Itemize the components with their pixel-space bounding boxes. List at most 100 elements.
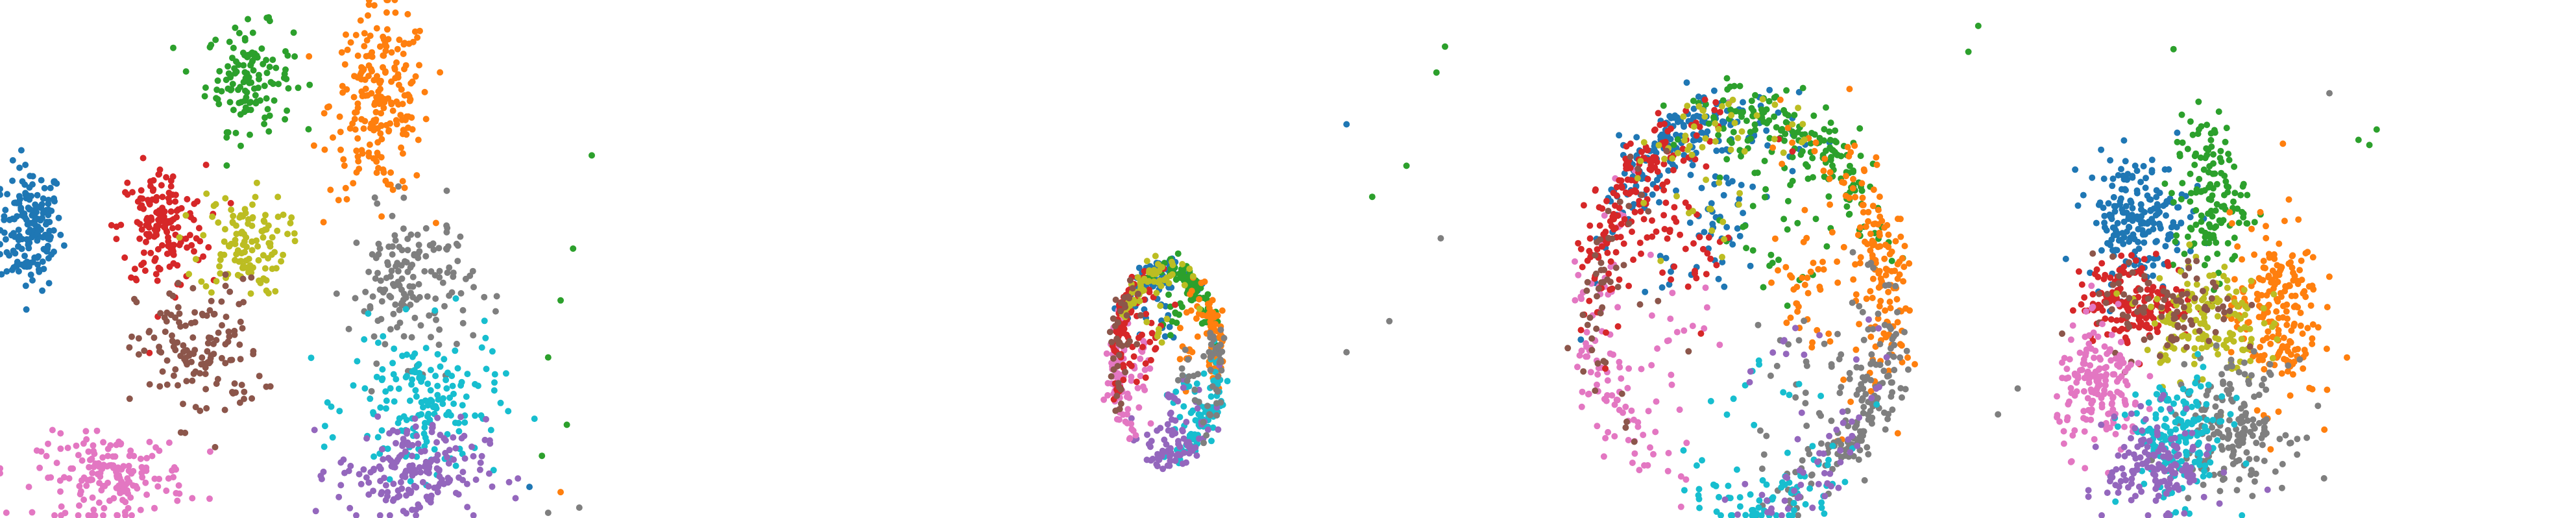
point-orange	[2257, 343, 2264, 351]
point-orange	[372, 99, 379, 106]
point-cyan	[427, 367, 434, 373]
point-orange	[2228, 220, 2235, 227]
point-green	[1773, 124, 1780, 131]
point-gray	[2241, 371, 2248, 378]
point-blue	[35, 253, 42, 260]
point-purple	[1742, 480, 1749, 487]
point-olive	[2224, 284, 2231, 291]
point-brown	[2212, 328, 2219, 336]
point-red	[139, 195, 146, 202]
point-pink	[1628, 407, 1635, 414]
point-orange	[1887, 304, 1894, 312]
point-olive	[1154, 333, 1161, 340]
point-green	[1744, 137, 1751, 144]
point-cyan	[431, 307, 439, 314]
point-orange	[380, 95, 387, 103]
point-blue	[2148, 156, 2156, 164]
point-brown	[2116, 273, 2122, 280]
point-cyan	[450, 401, 457, 407]
point-purple	[450, 456, 457, 463]
point-orange	[409, 38, 417, 45]
point-brown	[1579, 312, 1586, 319]
point-pink	[88, 455, 95, 462]
point-cyan	[1730, 395, 1737, 402]
point-cyan	[437, 363, 444, 370]
point-olive	[249, 201, 256, 208]
point-brown	[182, 322, 189, 329]
point-brown	[1604, 276, 1611, 283]
point-pink	[2117, 352, 2124, 359]
point-blue	[1740, 210, 1747, 217]
point-green	[1856, 125, 1864, 132]
point-red	[140, 249, 147, 256]
point-pink	[1609, 392, 1616, 399]
point-olive	[2247, 358, 2254, 365]
point-pink	[95, 499, 103, 506]
point-green	[1188, 297, 1195, 304]
point-blue	[2165, 166, 2172, 173]
point-red	[155, 216, 162, 223]
point-blue	[2153, 238, 2160, 245]
point-purple	[397, 478, 404, 486]
point-blue	[2145, 228, 2152, 235]
point-red	[162, 221, 169, 228]
point-orange	[378, 110, 385, 117]
point-gray	[2279, 461, 2286, 467]
point-gray	[365, 268, 372, 275]
point-purple	[1837, 447, 1844, 454]
point-cyan	[1187, 410, 1195, 416]
point-olive	[2233, 312, 2241, 319]
point-gray	[1213, 412, 1221, 419]
point-gray	[1215, 373, 1221, 380]
point-red	[1631, 187, 1638, 194]
point-brown	[131, 295, 138, 302]
point-red	[1671, 204, 1678, 211]
point-orange	[2273, 295, 2280, 302]
point-cyan	[377, 404, 384, 411]
point-orange	[1900, 278, 1907, 285]
point-gray	[1897, 385, 1904, 392]
point-blue	[2153, 187, 2160, 194]
point-purple	[1847, 449, 1854, 456]
point-olive	[1684, 103, 1691, 110]
point-brown	[1121, 301, 1128, 308]
point-green	[1750, 108, 1757, 115]
point-red	[1649, 217, 1655, 224]
point-orange	[1875, 243, 1882, 251]
point-purple	[1179, 428, 1186, 435]
point-orange	[1804, 275, 1811, 281]
point-red	[1644, 175, 1651, 182]
point-gray	[396, 319, 404, 327]
point-purple	[1849, 432, 1856, 439]
point-cyan	[389, 360, 396, 367]
point-gray	[1845, 423, 1852, 430]
point-green	[1826, 128, 1833, 135]
point-red	[1682, 199, 1689, 206]
point-green	[1761, 158, 1768, 164]
point-brown	[135, 335, 142, 342]
point-pink	[89, 469, 96, 476]
point-green	[2237, 191, 2244, 199]
point-blue	[0, 186, 3, 193]
point-pink	[2082, 333, 2089, 340]
point-gray	[1217, 358, 1224, 365]
point-red	[1603, 329, 1609, 336]
point-purple	[1821, 493, 1829, 500]
point-green	[1743, 117, 1750, 125]
point-pink	[114, 474, 121, 481]
point-blue	[39, 258, 46, 265]
point-green	[306, 81, 313, 88]
point-pink	[127, 447, 134, 454]
point-blue	[25, 245, 32, 252]
point-pink	[1681, 327, 1688, 334]
point-orange	[1901, 243, 1908, 249]
point-orange	[1214, 312, 1221, 319]
point-purple	[1154, 463, 1161, 469]
point-orange	[352, 126, 359, 133]
point-orange	[1809, 339, 1816, 346]
point-pink	[57, 488, 64, 495]
point-gray	[1859, 395, 1866, 402]
point-orange	[2259, 337, 2266, 344]
point-orange	[321, 110, 328, 117]
point-pink	[165, 439, 173, 446]
